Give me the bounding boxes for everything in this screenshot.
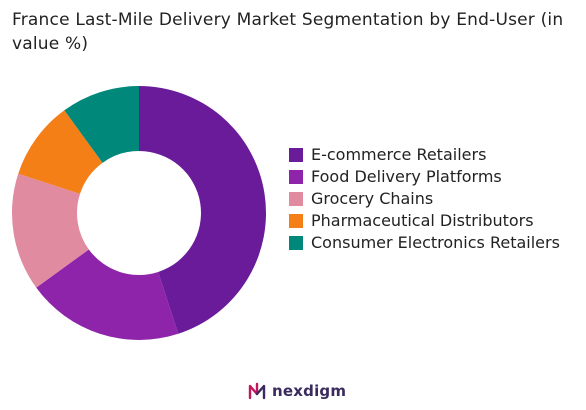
legend-label: Grocery Chains	[311, 189, 434, 208]
legend-item-pharmaceutical-distributors: Pharmaceutical Distributors	[289, 210, 579, 232]
legend-swatch	[289, 148, 303, 162]
legend-item-grocery-chains: Grocery Chains	[289, 188, 579, 210]
legend-label: Consumer Electronics Retailers	[311, 233, 560, 252]
donut-slice-consumer-electronics-retailers	[64, 86, 139, 163]
legend-label: E-commerce Retailers	[311, 145, 487, 164]
chart-title: France Last-Mile Delivery Market Segment…	[12, 10, 564, 54]
donut-slice-e-commerce-retailers	[139, 86, 267, 334]
legend-item-consumer-electronics-retailers: Consumer Electronics Retailers	[289, 232, 579, 276]
donut-slice-pharmaceutical-distributors	[18, 110, 103, 194]
legend-label: Pharmaceutical Distributors	[311, 211, 534, 230]
brand-name: nexdigm	[272, 382, 347, 400]
legend-item-e-commerce-retailers: E-commerce Retailers	[289, 144, 579, 166]
donut-slice-grocery-chains	[11, 173, 89, 288]
legend-swatch	[289, 214, 303, 228]
brand-footer: nexdigm	[246, 380, 346, 402]
legend-swatch	[289, 170, 303, 184]
legend-item-food-delivery-platforms: Food Delivery Platforms	[289, 166, 579, 188]
legend-swatch	[289, 236, 303, 250]
nexdigm-logo-icon	[248, 382, 266, 400]
legend-label: Food Delivery Platforms	[311, 167, 502, 186]
donut-slices	[11, 86, 267, 340]
chart-legend: E-commerce Retailers Food Delivery Platf…	[289, 144, 579, 276]
legend-swatch	[289, 192, 303, 206]
donut-slice-food-delivery-platforms	[36, 249, 179, 340]
